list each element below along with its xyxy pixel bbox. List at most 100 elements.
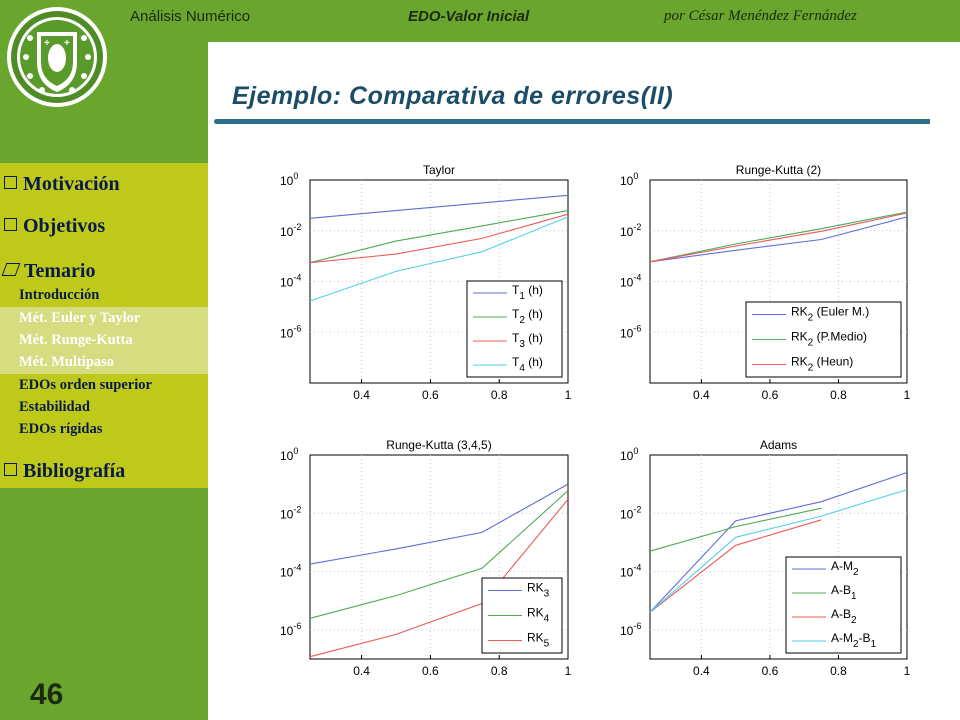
- chart-title: Runge-Kutta (2): [736, 163, 821, 177]
- x-tick-label: 0.8: [491, 664, 508, 678]
- svg-text:+: +: [64, 38, 70, 49]
- legend-box: [785, 556, 902, 654]
- legend-box: [466, 280, 563, 378]
- submenu-multipaso[interactable]: Mét. Multipaso: [19, 354, 115, 370]
- submenu-estabilidad[interactable]: Estabilidad: [19, 399, 90, 415]
- legend-label: RK3: [527, 581, 550, 600]
- series-line: [309, 213, 569, 264]
- x-tick-label: 1: [904, 388, 911, 402]
- legend-label: RK5: [527, 631, 550, 650]
- x-tick-label: 0.6: [762, 664, 779, 678]
- menu-item-motivacion[interactable]: Motivación: [4, 173, 120, 196]
- y-tick-label: 100: [280, 446, 298, 463]
- legend: T1 (h) T2 (h) T3 (h) T4 (h): [466, 280, 563, 378]
- submenu-runge-kutta[interactable]: Mét. Runge-Kutta: [19, 332, 133, 348]
- legend-label: A-M2-B1: [831, 631, 877, 650]
- y-tick-label: 10-4: [620, 563, 641, 580]
- x-tick-label: 0.6: [422, 664, 439, 678]
- menu-item-bibliografia[interactable]: Bibliografía: [4, 460, 125, 483]
- legend-label: T1 (h): [512, 283, 543, 302]
- x-tick-label: 0.6: [762, 388, 779, 402]
- chart-panel-1: 0.4 0.6 0.8 1 100 10-2 10-4 10-6 Runge-Kutta (2)…: [620, 163, 911, 402]
- menu-item-objetivos[interactable]: Objetivos: [4, 215, 105, 238]
- slide-title: Ejemplo: Comparativa de errores(II): [232, 82, 674, 110]
- y-tick-label: 10-4: [280, 273, 301, 290]
- active-section-highlight: [0, 307, 208, 374]
- x-tick-label: 1: [565, 388, 572, 402]
- series-line: [649, 216, 908, 263]
- legend-label: T3 (h): [512, 331, 543, 350]
- x-tick-label: 1: [565, 664, 572, 678]
- submenu-euler-taylor[interactable]: Mét. Euler y Taylor: [19, 310, 141, 326]
- top-banner: [208, 0, 960, 42]
- legend: RK3 RK4 RK5: [481, 577, 563, 654]
- chart-panel-0: 0.4 0.6 0.8 1 100 10-2 10-4 10-6 Taylor T1 (h) T2 …: [280, 163, 572, 402]
- y-tick-label: 10-6: [620, 621, 641, 638]
- checkbox-icon: [4, 176, 17, 189]
- menu-item-label: Temario: [24, 260, 96, 282]
- y-tick-label: 10-2: [620, 222, 641, 239]
- legend-label: RK2 (Heun): [791, 355, 853, 374]
- submenu-edos-orden-superior[interactable]: EDOs orden superior: [19, 377, 152, 393]
- chart-title: Taylor: [423, 163, 455, 177]
- series-line: [649, 489, 908, 613]
- series-line: [649, 471, 908, 613]
- series-line: [309, 210, 569, 264]
- series-line: [649, 507, 822, 552]
- legend-label: T4 (h): [512, 355, 543, 374]
- y-tick-label: 10-4: [280, 563, 301, 580]
- legend: RK2 (Euler M.) RK2 (P.Medio) RK2 (Heun): [745, 301, 902, 378]
- legend-label: RK4: [527, 606, 550, 625]
- menu-item-label: Objetivos: [23, 215, 106, 237]
- y-tick-label: 100: [620, 446, 638, 463]
- x-tick-label: 0.4: [693, 664, 710, 678]
- legend: A-M2 A-B1 A-B2 A-M2-B1: [785, 556, 902, 654]
- checkbox-icon: [4, 463, 17, 476]
- submenu-introduccion[interactable]: Introducción: [19, 287, 100, 303]
- chart-title: Runge-Kutta (3,4,5): [386, 438, 491, 452]
- checkbox-icon: [4, 218, 17, 231]
- y-tick-label: 100: [620, 171, 638, 188]
- chart-title: Adams: [760, 438, 797, 452]
- chart-panel-2: 0.4 0.6 0.8 1 100 10-2 10-4 10-6 Runge-Kutta (3,…: [280, 438, 572, 678]
- x-tick-label: 0.6: [422, 388, 439, 402]
- header-topic: EDO-Valor Inicial: [408, 8, 530, 25]
- y-tick-label: 10-6: [280, 323, 301, 340]
- title-underline: [214, 119, 930, 124]
- series-line: [649, 211, 908, 263]
- x-tick-label: 0.8: [830, 664, 847, 678]
- x-tick-label: 0.4: [693, 388, 710, 402]
- submenu-edos-rigidas[interactable]: EDOs rígidas: [19, 421, 103, 437]
- x-tick-label: 0.8: [491, 388, 508, 402]
- menu-item-label: Motivación: [23, 173, 120, 195]
- y-tick-label: 10-2: [280, 504, 301, 521]
- legend-label: A-B2: [831, 607, 857, 626]
- legend-label: A-B1: [831, 583, 857, 602]
- series-line: [309, 216, 569, 302]
- x-tick-label: 0.4: [353, 388, 370, 402]
- legend-label: A-M2: [831, 559, 859, 578]
- series-line: [649, 212, 908, 263]
- y-tick-label: 100: [280, 171, 298, 188]
- series-line: [649, 519, 822, 613]
- chart-panel-3: 0.4 0.6 0.8 110010-210-410-6AdamsA-M2A-B1A-…: [620, 438, 911, 678]
- x-tick-label: 0.4: [353, 664, 370, 678]
- x-tick-label: 1: [904, 664, 911, 678]
- y-tick-label: 10-6: [620, 323, 641, 340]
- svg-text:+: +: [44, 38, 50, 49]
- page-number: 46: [30, 678, 64, 711]
- x-tick-label: 0.8: [830, 388, 847, 402]
- menu-item-label: Bibliografía: [23, 460, 126, 482]
- y-tick-label: 10-2: [280, 222, 301, 239]
- legend-label: RK2 (P.Medio): [791, 330, 867, 349]
- series-line: [309, 483, 569, 565]
- menu-item-temario[interactable]: Temario: [1, 260, 96, 283]
- slide-header: Análisis Numérico EDO-Valor Inicial por …: [0, 4, 960, 28]
- series-line: [309, 499, 569, 658]
- series-line: [309, 194, 569, 219]
- header-author: por César Menéndez Fernández: [664, 8, 857, 24]
- series-line: [309, 490, 569, 619]
- y-tick-label: 10-4: [620, 273, 641, 290]
- header-course: Análisis Numérico: [130, 8, 251, 25]
